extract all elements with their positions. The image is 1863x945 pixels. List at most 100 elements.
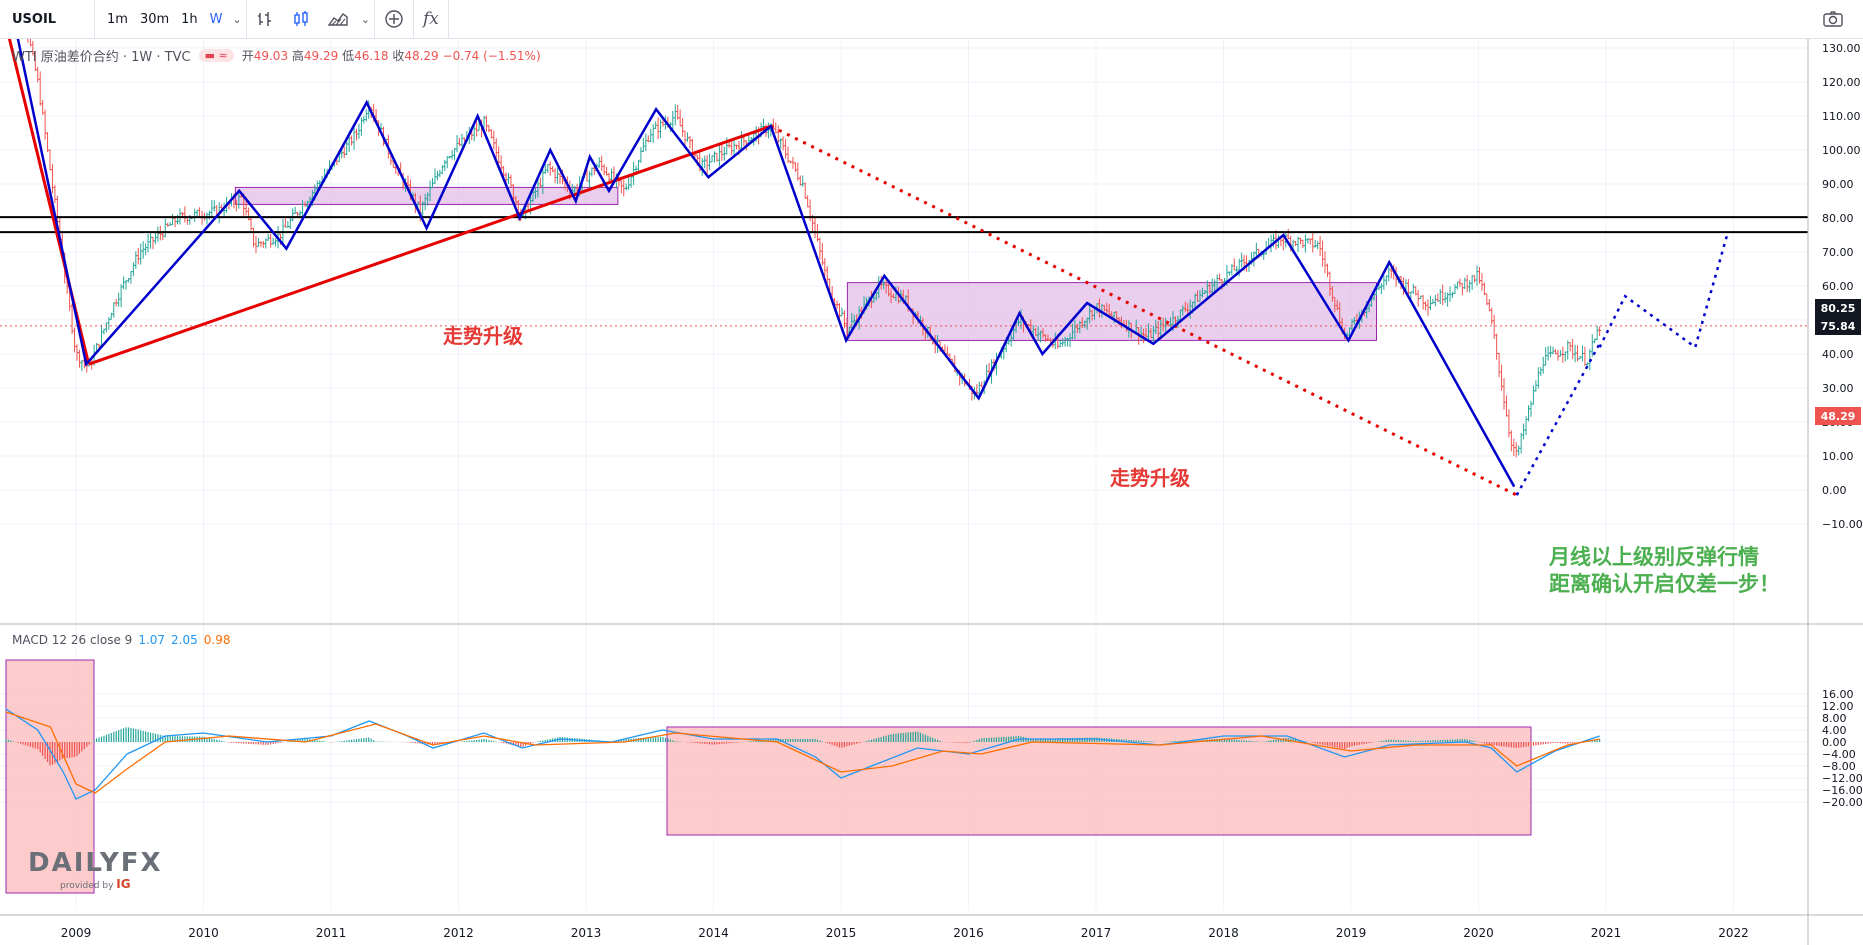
trend-line bbox=[88, 124, 772, 366]
macd-tick-label: −12.00 bbox=[1822, 772, 1863, 785]
high-value: 49.29 bbox=[303, 49, 339, 63]
low-value: 46.18 bbox=[354, 49, 389, 63]
time-tick-label: 2016 bbox=[953, 926, 984, 940]
drawn-lines[interactable] bbox=[4, 0, 1729, 497]
chart-legend: WTI 原油差价合约 · 1W · TVC ▬ ≈ 开49.03 高49.29 … bbox=[12, 46, 541, 65]
macd-tick-label: 8.00 bbox=[1822, 712, 1847, 725]
close-label: 收 bbox=[392, 49, 405, 63]
price-tick-label: 90.00 bbox=[1822, 178, 1854, 191]
price-tick-label: 10.00 bbox=[1822, 450, 1854, 463]
symbol-search[interactable]: USOIL bbox=[12, 11, 57, 27]
horizontal-levels[interactable] bbox=[0, 216, 1808, 327]
time-tick-label: 2017 bbox=[1081, 926, 1112, 940]
time-tick-label: 2018 bbox=[1208, 926, 1239, 940]
price-tick-label: 100.00 bbox=[1822, 144, 1861, 157]
macd-tick-label: 4.00 bbox=[1822, 724, 1847, 737]
zigzag-line bbox=[8, 0, 1516, 488]
level-tag-75[interactable]: 75.84 bbox=[1815, 317, 1861, 335]
signal-value: 2.05 bbox=[171, 633, 198, 647]
macd-tick-label: −4.00 bbox=[1822, 748, 1856, 761]
bar-style-icon[interactable] bbox=[247, 0, 283, 38]
macd-tick-label: 16.00 bbox=[1822, 688, 1854, 701]
toolbar-divider bbox=[373, 0, 375, 38]
trend-upgrade-label-1: 走势升级 bbox=[443, 324, 523, 348]
macd-legend: MACD 12 26 close 9 1.07 2.05 0.98 bbox=[12, 633, 230, 647]
consolidation-boxes bbox=[234, 186, 1377, 341]
toolbar-divider bbox=[245, 0, 247, 38]
dailyfx-logo: DAILYFX bbox=[28, 848, 163, 878]
macd-highlight-box bbox=[5, 659, 95, 894]
candles-icon[interactable] bbox=[283, 0, 319, 38]
macd-tick-label: −16.00 bbox=[1822, 784, 1863, 797]
level-tag-80[interactable]: 80.25 bbox=[1815, 299, 1861, 317]
price-tick-label: 70.00 bbox=[1822, 246, 1854, 259]
interval-30m-button[interactable]: 30m bbox=[139, 11, 170, 27]
time-tick-label: 2011 bbox=[316, 926, 347, 940]
zigzag-projection bbox=[1598, 234, 1729, 350]
time-tick-label: 2015 bbox=[826, 926, 857, 940]
price-tick-label: 130.00 bbox=[1822, 42, 1861, 55]
price-bars bbox=[4, 0, 1602, 458]
price-tick-label: 60.00 bbox=[1822, 280, 1854, 293]
indicators-icon[interactable]: fx bbox=[422, 9, 439, 29]
signal-line bbox=[5, 711, 1600, 794]
macd-line bbox=[5, 708, 1600, 800]
time-tick-label: 2009 bbox=[61, 926, 92, 940]
symbol-title[interactable]: WTI 原油差价合约 · 1W · TVC bbox=[12, 50, 191, 65]
dailyfx-provider: provided by IG bbox=[60, 877, 131, 891]
add-compare-icon[interactable] bbox=[375, 0, 413, 38]
macd-lines bbox=[5, 708, 1600, 800]
rebound-note-line2: 距离确认开启仅差一步！ bbox=[1549, 572, 1780, 596]
price-tick-label: 110.00 bbox=[1822, 110, 1861, 123]
price-tick-label: 40.00 bbox=[1822, 348, 1854, 361]
area-icon[interactable] bbox=[319, 0, 357, 38]
macd-tick-label: 0.00 bbox=[1822, 736, 1847, 749]
falling-trend-dotted bbox=[770, 124, 1518, 497]
open-value: 49.03 bbox=[253, 49, 289, 63]
price-tick-label: 120.00 bbox=[1822, 76, 1861, 89]
rebound-note-line1: 月线以上级别反弹行情 bbox=[1549, 545, 1759, 569]
rising-trend-dotted bbox=[1515, 343, 1601, 496]
top-toolbar: USOIL 1m 30m 1h W ⌄ ⌄ fx bbox=[0, 0, 1863, 39]
price-tick-label: 30.00 bbox=[1822, 382, 1854, 395]
macd-value: 1.07 bbox=[138, 633, 166, 647]
interval-1h-button[interactable]: 1h bbox=[181, 11, 198, 27]
open-label: 开 bbox=[241, 49, 254, 63]
time-tick-label: 2010 bbox=[188, 926, 219, 940]
last-price-tag[interactable]: 48.29 bbox=[1815, 407, 1861, 425]
histogram-value: 0.98 bbox=[203, 633, 231, 647]
low-label: 低 bbox=[342, 49, 355, 63]
trend-upgrade-label-2: 走势升级 bbox=[1110, 466, 1190, 490]
toolbar-divider bbox=[94, 0, 95, 38]
time-tick-label: 2013 bbox=[571, 926, 602, 940]
high-label: 高 bbox=[291, 49, 304, 63]
consolidation-box bbox=[234, 186, 619, 205]
price-tick-label: −10.00 bbox=[1822, 518, 1863, 531]
time-tick-label: 2021 bbox=[1591, 926, 1622, 940]
price-tick-label: 0.00 bbox=[1822, 484, 1847, 497]
macd-tick-label: 12.00 bbox=[1822, 700, 1854, 713]
macd-tick-label: −8.00 bbox=[1822, 760, 1856, 773]
toolbar-divider bbox=[447, 0, 449, 38]
time-tick-label: 2014 bbox=[698, 926, 729, 940]
chevron-down-icon[interactable]: ⌄ bbox=[232, 12, 242, 26]
camera-icon[interactable] bbox=[1813, 0, 1853, 38]
ohlc-values: 开49.03 高49.29 低46.18 收48.29 −0.74 (−1.51… bbox=[242, 47, 541, 64]
time-tick-label: 2019 bbox=[1336, 926, 1367, 940]
macd-tick-label: −20.00 bbox=[1822, 796, 1863, 809]
change-value: −0.74 (−1.51%) bbox=[442, 49, 541, 63]
close-value: 48.29 bbox=[404, 49, 439, 63]
time-tick-label: 2020 bbox=[1463, 926, 1494, 940]
macd-highlight-boxes bbox=[5, 659, 1532, 894]
time-tick-label: 2022 bbox=[1718, 926, 1749, 940]
toolbar-divider bbox=[412, 0, 414, 38]
visibility-pill[interactable]: ▬ ≈ bbox=[198, 49, 234, 62]
interval-1m-button[interactable]: 1m bbox=[107, 11, 128, 27]
macd-name[interactable]: MACD 12 26 close 9 bbox=[12, 633, 133, 647]
time-tick-label: 2012 bbox=[443, 926, 474, 940]
price-tick-label: 80.00 bbox=[1822, 212, 1854, 225]
interval-w-button[interactable]: W bbox=[209, 11, 223, 27]
chevron-down-icon[interactable]: ⌄ bbox=[360, 12, 370, 26]
